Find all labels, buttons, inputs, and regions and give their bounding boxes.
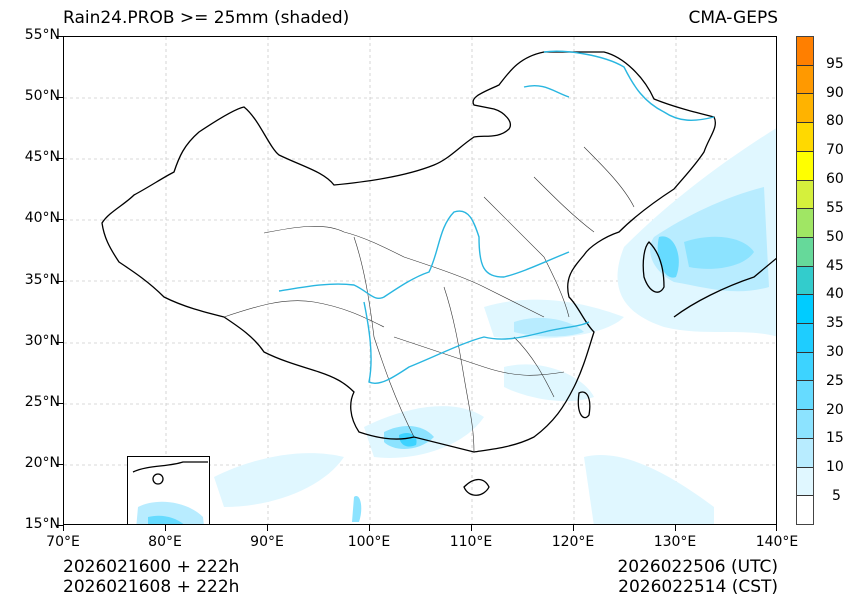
south-china-sea-inset xyxy=(127,456,210,524)
colorbar-label: 95 xyxy=(826,56,844,72)
colorbar-segment xyxy=(797,352,813,382)
y-tick-label: 20°N xyxy=(24,455,60,471)
colorbar-label: 20 xyxy=(826,402,844,418)
x-tick-label: 110°E xyxy=(449,534,493,550)
y-tick-label: 50°N xyxy=(24,88,60,104)
map-title: Rain24.PROB >= 25mm (shaded) xyxy=(63,8,350,28)
colorbar-label: 40 xyxy=(826,286,844,302)
x-tick-mark xyxy=(471,525,472,531)
y-tick-mark xyxy=(56,464,63,465)
colorbar-segment xyxy=(797,237,813,267)
init-time-cst: 2026021608 + 222h xyxy=(63,577,240,597)
valid-time-cst: 2026022514 (CST) xyxy=(618,577,778,597)
colorbar-segment xyxy=(797,410,813,439)
colorbar-label: 10 xyxy=(826,459,844,475)
colorbar-segment xyxy=(797,151,813,181)
colorbar-segment xyxy=(797,123,813,152)
x-tick-mark xyxy=(267,525,268,531)
colorbar-label: 25 xyxy=(826,373,844,389)
colorbar-segment xyxy=(797,467,813,497)
x-tick-label: 90°E xyxy=(250,534,284,550)
y-tick-mark xyxy=(56,403,63,404)
colorbar-segment xyxy=(797,266,813,296)
y-tick-label: 45°N xyxy=(24,149,60,165)
y-tick-label: 35°N xyxy=(24,272,60,288)
colorbar-segment xyxy=(797,324,813,353)
y-tick-mark xyxy=(56,36,63,37)
y-tick-label: 40°N xyxy=(24,210,60,226)
colorbar-label: 35 xyxy=(826,315,844,331)
y-tick-mark xyxy=(56,342,63,343)
y-tick-label: 30°N xyxy=(24,333,60,349)
init-time-block: 2026021600 + 222h 2026021608 + 222h xyxy=(63,557,239,597)
map-panel[interactable] xyxy=(63,36,777,525)
colorbar-segment xyxy=(797,496,813,524)
province-borders xyxy=(223,146,635,453)
x-tick-mark xyxy=(165,525,166,531)
colorbar-segment xyxy=(797,438,813,468)
colorbar-label: 5 xyxy=(832,488,841,504)
x-tick-label: 130°E xyxy=(653,534,697,550)
colorbar-label: 80 xyxy=(826,113,844,129)
x-tick-label: 100°E xyxy=(347,534,391,550)
colorbar-segment xyxy=(797,94,813,124)
model-name: CMA-GEPS xyxy=(688,8,778,28)
colorbar-label: 45 xyxy=(826,258,844,274)
colorbar xyxy=(796,36,814,525)
y-tick-mark xyxy=(56,97,63,98)
rivers xyxy=(278,50,715,384)
x-tick-mark xyxy=(63,525,64,531)
valid-time-block: 2026022506 (UTC) 2026022514 (CST) xyxy=(617,557,778,597)
map-canvas xyxy=(64,37,776,524)
colorbar-segment xyxy=(797,180,813,210)
colorbar-segment xyxy=(797,295,813,325)
x-tick-label: 80°E xyxy=(148,534,182,550)
x-tick-label: 70°E xyxy=(46,534,80,550)
colorbar-label: 90 xyxy=(826,85,844,101)
x-tick-mark xyxy=(573,525,574,531)
y-tick-label: 25°N xyxy=(24,394,60,410)
colorbar-segment xyxy=(797,65,813,95)
colorbar-label: 55 xyxy=(826,200,844,216)
valid-time-utc: 2026022506 (UTC) xyxy=(617,557,778,577)
colorbar-label: 50 xyxy=(826,229,844,245)
x-tick-mark xyxy=(776,525,777,531)
colorbar-label: 30 xyxy=(826,344,844,360)
colorbar-label: 70 xyxy=(826,142,844,158)
colorbar-segment xyxy=(797,37,813,66)
colorbar-segment xyxy=(797,209,813,238)
country-border xyxy=(101,51,776,496)
x-tick-label: 120°E xyxy=(551,534,595,550)
probability-shading xyxy=(214,128,776,524)
init-time-utc: 2026021600 + 222h xyxy=(63,557,240,577)
colorbar-label: 60 xyxy=(826,171,844,187)
y-tick-mark xyxy=(56,158,63,159)
y-tick-label: 15°N xyxy=(24,516,60,532)
x-tick-mark xyxy=(675,525,676,531)
colorbar-label: 15 xyxy=(826,430,844,446)
y-tick-mark xyxy=(56,219,63,220)
x-tick-mark xyxy=(369,525,370,531)
y-tick-mark xyxy=(56,281,63,282)
y-tick-label: 55°N xyxy=(24,27,60,43)
x-tick-label: 140°E xyxy=(755,534,799,550)
colorbar-segment xyxy=(797,381,813,411)
y-tick-mark xyxy=(56,525,63,526)
